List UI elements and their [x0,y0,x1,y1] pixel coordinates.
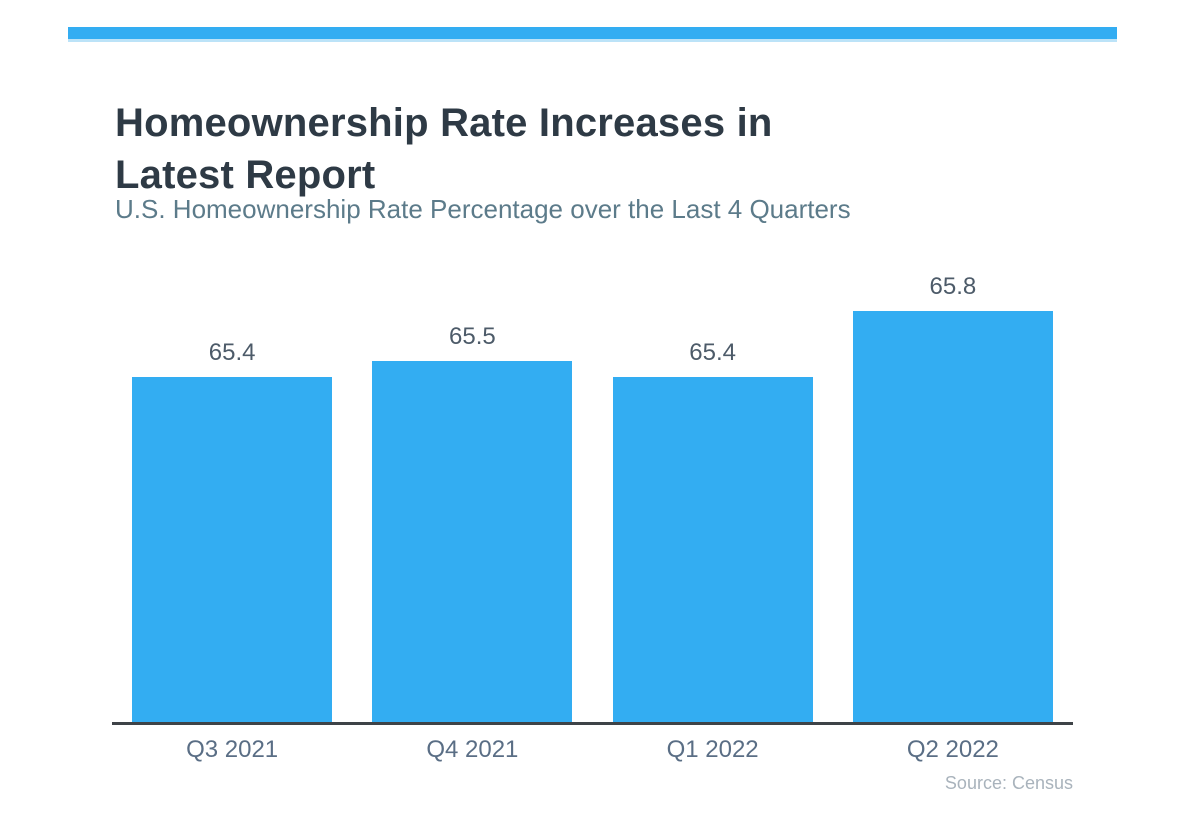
bar-group-q2-2022: 65.8 [833,262,1073,722]
bar-q2-2022 [852,311,1053,722]
plot-area: 65.4 65.5 65.4 65.8 [112,262,1073,725]
bar-value-label-q3-2021: 65.4 [208,339,256,366]
bar-group-q3-2021: 65.4 [112,262,352,722]
bar-value-label-q4-2021: 65.5 [449,323,496,350]
bar-value-label-q2-2022: 65.8 [929,273,977,300]
x-axis-label-q2-2022: Q2 2022 [906,736,999,763]
bar-q4-2021 [372,361,573,722]
top-accent-bar [68,27,1117,42]
bar-group-q1-2022: 65.4 [593,262,833,722]
x-axis-label-q1-2022: Q1 2022 [666,736,759,763]
chart-subtitle: U.S. Homeownership Rate Percentage over … [115,194,851,224]
x-axis-label-q4-2021: Q4 2021 [426,736,519,763]
source-credit: Source: Census [944,773,1073,793]
chart-title: Homeownership Rate Increases in Latest Re… [115,97,1015,201]
bar-q3-2021 [132,377,333,722]
bar-value-label-q1-2022: 65.4 [689,339,736,366]
x-axis-label-q3-2021: Q3 2021 [186,736,279,763]
x-axis: Q3 2021 Q4 2021 Q1 2022 Q2 2022 [112,725,1073,764]
chart-title-line-1: Homeownership Rate Increases in [115,100,773,145]
bar-q1-2022 [612,377,813,722]
bar-group-q4-2021: 65.5 [352,262,592,722]
chart-title-line-2: Latest Report [115,152,376,197]
